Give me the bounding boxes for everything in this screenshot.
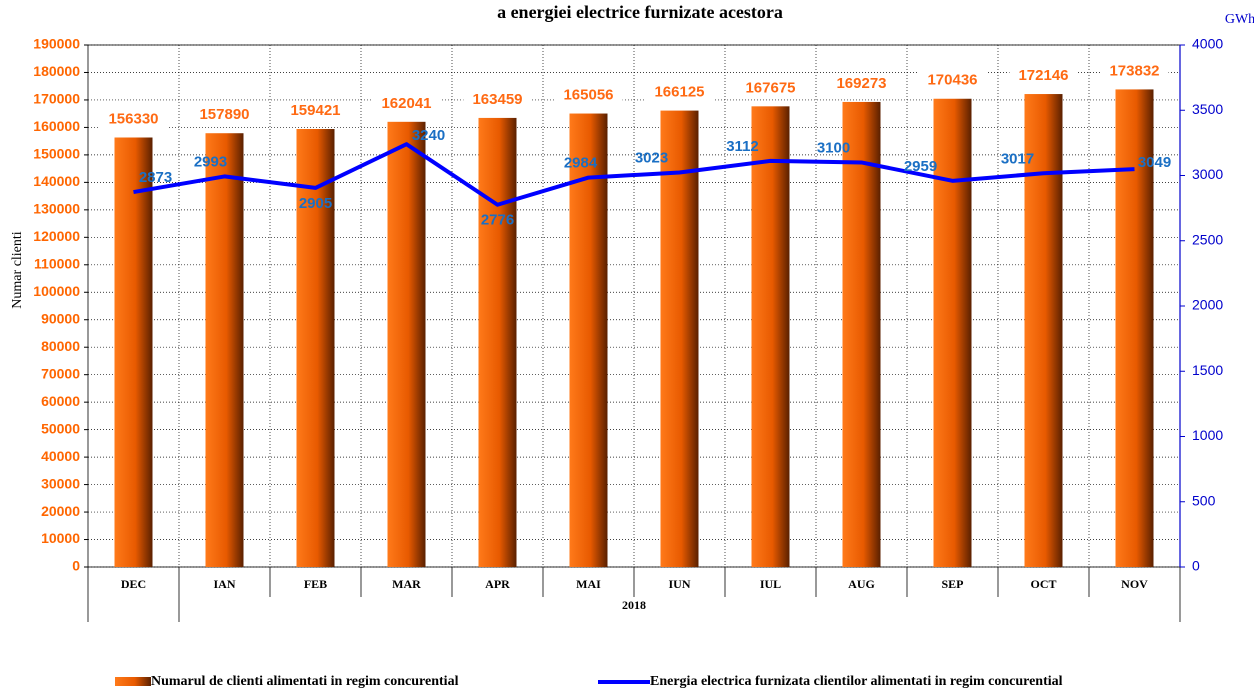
group-label: 2018 <box>622 598 646 612</box>
line-label: 2984 <box>564 155 598 172</box>
bar <box>842 101 881 567</box>
x-tick-label: SEP <box>941 577 963 591</box>
bar <box>660 110 699 568</box>
x-tick-label: AUG <box>848 577 875 591</box>
y-tick-label: 80000 <box>41 338 80 354</box>
bar-label: 157890 <box>199 106 249 123</box>
bar-label: 165056 <box>563 86 613 103</box>
y2-tick-label: 500 <box>1192 492 1216 508</box>
bar-label: 163459 <box>472 91 522 108</box>
y-tick-label: 180000 <box>33 63 80 79</box>
y-axis-label: Numar clienti <box>10 231 25 308</box>
y-tick-label: 0 <box>72 558 80 574</box>
legend-label: Numarul de clienti alimentati in regim c… <box>151 674 459 689</box>
bar-label-bg <box>99 110 168 129</box>
line-label: 3112 <box>726 138 759 155</box>
bar-label-bg <box>463 90 532 109</box>
line-label: 2959 <box>904 158 937 175</box>
x-tick-label: IAN <box>213 577 235 591</box>
bar-label: 172146 <box>1018 67 1068 84</box>
line-label: 2993 <box>194 153 227 170</box>
bar-label: 166125 <box>654 84 704 101</box>
bar <box>478 117 517 567</box>
y2-tick-label: 2000 <box>1192 297 1223 313</box>
chart-title: a energiei electrice furnizate acestora <box>497 2 783 22</box>
line-label: 3017 <box>1001 150 1034 167</box>
bar-label: 173832 <box>1109 62 1159 79</box>
bar-label-bg <box>281 102 350 121</box>
y-tick-label: 140000 <box>33 173 80 189</box>
line-label: 3100 <box>817 139 850 156</box>
y-tick-label: 150000 <box>33 146 80 162</box>
bar <box>296 129 335 567</box>
y-tick-label: 70000 <box>41 365 80 381</box>
x-tick-label: OCT <box>1030 577 1056 591</box>
y-tick-label: 10000 <box>41 530 80 546</box>
y-tick-label: 190000 <box>33 36 80 52</box>
y2-tick-label: 2500 <box>1192 231 1223 247</box>
line-label: 2873 <box>139 169 172 186</box>
x-tick-label: NOV <box>1121 577 1148 591</box>
legend-swatch <box>115 677 151 686</box>
bar-label: 159421 <box>290 102 340 119</box>
y-tick-label: 130000 <box>33 201 80 217</box>
y-tick-label: 50000 <box>41 420 80 436</box>
y2-tick-label: 0 <box>1192 558 1200 574</box>
bar-label-bg <box>1100 62 1169 81</box>
bar-label-bg <box>190 106 259 125</box>
x-tick-label: IUL <box>760 577 781 591</box>
y2-tick-label: 1500 <box>1192 362 1223 378</box>
bar-label: 156330 <box>108 110 158 127</box>
bar-label: 170436 <box>927 72 977 89</box>
line-label: 3240 <box>412 127 445 144</box>
y-tick-label: 60000 <box>41 393 80 409</box>
bar-label-bg <box>554 86 623 105</box>
y2-axis-label: GWh <box>1225 12 1254 27</box>
y-tick-label: 90000 <box>41 310 80 326</box>
bar-label-bg <box>372 94 441 113</box>
line-label: 3023 <box>635 149 668 166</box>
bar <box>387 121 426 568</box>
y-tick-label: 30000 <box>41 475 80 491</box>
line <box>133 142 1135 207</box>
bar-label-bg <box>645 83 714 102</box>
y2-tick-label: 3500 <box>1192 101 1223 117</box>
bar-label-bg <box>736 79 805 98</box>
y2-tick-label: 4000 <box>1192 36 1223 52</box>
line-label: 3049 <box>1138 154 1171 171</box>
bar <box>114 137 153 567</box>
y-tick-label: 40000 <box>41 448 80 464</box>
bar <box>933 98 972 568</box>
y-tick-label: 100000 <box>33 283 80 299</box>
bar-label: 167675 <box>745 79 795 96</box>
bar-label-bg <box>827 74 896 93</box>
line-label: 2776 <box>481 212 514 229</box>
x-tick-label: FEB <box>304 577 327 591</box>
y2-tick-label: 3000 <box>1192 166 1223 182</box>
bar-label: 162041 <box>381 95 431 112</box>
legend-label: Energia electrica furnizata clientilor a… <box>650 674 1063 689</box>
bar <box>751 106 790 568</box>
y-tick-label: 20000 <box>41 503 80 519</box>
bar-label-bg <box>918 71 987 90</box>
y-tick-label: 160000 <box>33 118 80 134</box>
bar-label: 169273 <box>836 75 886 92</box>
y-tick-label: 110000 <box>34 255 80 271</box>
x-tick-label: MAR <box>392 577 421 591</box>
x-tick-label: IUN <box>668 577 690 591</box>
bar-label-bg <box>1009 67 1078 86</box>
y-tick-label: 120000 <box>33 228 80 244</box>
bar <box>205 133 244 567</box>
line-label: 2905 <box>299 195 332 212</box>
x-tick-label: DEC <box>121 577 146 591</box>
y-tick-label: 170000 <box>33 91 80 107</box>
y2-tick-label: 1000 <box>1192 427 1223 443</box>
bar <box>569 113 608 567</box>
x-tick-label: MAI <box>576 577 601 591</box>
x-tick-label: APR <box>485 577 510 591</box>
